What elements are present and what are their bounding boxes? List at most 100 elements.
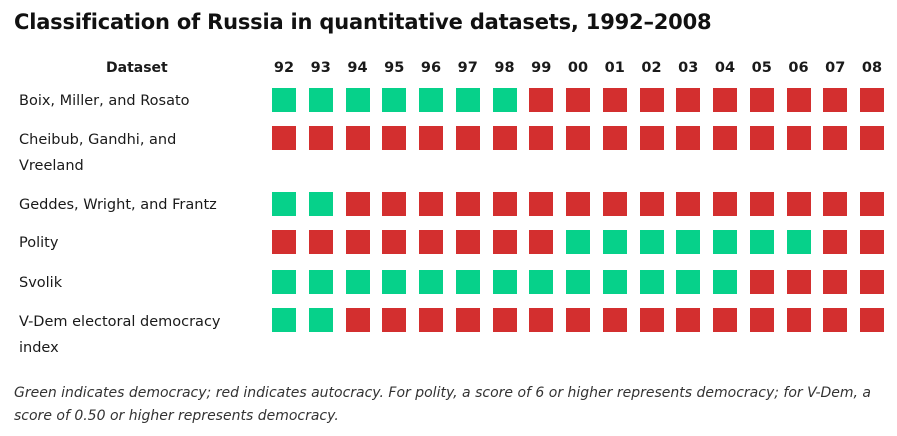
autocracy-cell — [860, 192, 884, 216]
dataset-column-header: Dataset — [106, 60, 168, 76]
autocracy-cell — [860, 88, 884, 112]
autocracy-cell — [272, 230, 296, 254]
autocracy-cell — [382, 192, 407, 216]
year-header: 06 — [788, 60, 809, 76]
democracy-cell — [272, 270, 296, 294]
autocracy-cell — [455, 308, 480, 332]
autocracy-cell — [382, 126, 407, 150]
chart-title: Classification of Russia in quantitative… — [14, 10, 712, 34]
autocracy-cell — [860, 126, 884, 150]
dataset-label: Svolik — [19, 275, 63, 291]
autocracy-cell — [786, 126, 811, 150]
democracy-cell — [382, 88, 407, 112]
year-header: 02 — [641, 60, 662, 76]
democracy-cell — [602, 230, 627, 254]
democracy-cell — [492, 270, 517, 294]
year-header: 08 — [861, 60, 883, 76]
autocracy-cell — [786, 270, 811, 294]
autocracy-cell — [529, 308, 554, 332]
autocracy-cell — [382, 230, 407, 254]
autocracy-cell — [455, 230, 480, 254]
autocracy-cell — [823, 192, 848, 216]
autocracy-cell — [492, 230, 517, 254]
autocracy-cell — [382, 308, 407, 332]
autocracy-cell — [713, 88, 737, 112]
autocracy-cell — [345, 192, 370, 216]
autocracy-cell — [455, 192, 480, 216]
year-header: 03 — [678, 60, 699, 76]
year-header: 04 — [714, 60, 736, 76]
autocracy-cell — [676, 308, 701, 332]
autocracy-cell — [823, 308, 848, 332]
dataset-label: Cheibub, Gandhi, and Vreeland — [19, 132, 177, 174]
autocracy-cell — [676, 88, 701, 112]
democracy-cell — [676, 230, 701, 254]
year-header: 00 — [567, 60, 589, 76]
dataset-label: V-Dem electoral democracy index — [19, 314, 221, 356]
autocracy-cell — [639, 192, 664, 216]
autocracy-cell — [566, 308, 590, 332]
autocracy-cell — [639, 126, 664, 150]
autocracy-cell — [455, 126, 480, 150]
autocracy-cell — [713, 192, 737, 216]
autocracy-cell — [639, 88, 664, 112]
democracy-cell — [639, 230, 664, 254]
year-header: 99 — [531, 60, 552, 76]
democracy-cell — [713, 270, 737, 294]
democracy-cell — [419, 270, 443, 294]
autocracy-cell — [602, 308, 627, 332]
autocracy-cell — [602, 192, 627, 216]
autocracy-cell — [823, 230, 848, 254]
democracy-cell — [455, 88, 480, 112]
democracy-cell — [566, 270, 590, 294]
autocracy-cell — [786, 308, 811, 332]
autocracy-cell — [713, 308, 737, 332]
autocracy-cell — [639, 308, 664, 332]
year-header: 93 — [310, 60, 331, 76]
democracy-cell — [749, 230, 774, 254]
autocracy-cell — [419, 308, 443, 332]
democracy-cell — [345, 270, 370, 294]
autocracy-cell — [860, 308, 884, 332]
autocracy-cell — [308, 126, 333, 150]
autocracy-cell — [345, 230, 370, 254]
autocracy-cell — [823, 88, 848, 112]
classification-grid: Dataset 92 93 94 95 96 97 98 99 00 01 02 03 04 05 06 07… — [19, 60, 884, 356]
autocracy-cell — [492, 126, 517, 150]
year-header: 01 — [604, 60, 625, 76]
autocracy-cell — [823, 126, 848, 150]
democracy-cell — [566, 230, 590, 254]
autocracy-cell — [419, 192, 443, 216]
democracy-cell — [529, 270, 554, 294]
dataset-label: Polity — [19, 235, 59, 251]
autocracy-cell — [566, 88, 590, 112]
year-header: 94 — [347, 60, 368, 76]
democracy-cell — [676, 270, 701, 294]
democracy-cell — [786, 230, 811, 254]
autocracy-cell — [786, 192, 811, 216]
democracy-cell — [272, 308, 296, 332]
democracy-cell — [419, 88, 443, 112]
footnote: Green indicates democracy; red indicates… — [14, 385, 872, 424]
autocracy-cell — [492, 308, 517, 332]
autocracy-cell — [272, 126, 296, 150]
autocracy-cell — [308, 230, 333, 254]
autocracy-cell — [419, 126, 443, 150]
autocracy-cell — [860, 230, 884, 254]
democracy-cell — [272, 192, 296, 216]
autocracy-cell — [786, 88, 811, 112]
autocracy-cell — [749, 270, 774, 294]
year-header: 07 — [825, 60, 846, 76]
democracy-cell — [455, 270, 480, 294]
autocracy-cell — [529, 230, 554, 254]
autocracy-cell — [492, 192, 517, 216]
year-header: 05 — [751, 60, 772, 76]
democracy-cell — [308, 88, 333, 112]
autocracy-cell — [345, 308, 370, 332]
year-header: 98 — [494, 60, 515, 76]
autocracy-cell — [602, 88, 627, 112]
democracy-cell — [308, 192, 333, 216]
autocracy-cell — [749, 192, 774, 216]
year-header: 97 — [457, 60, 478, 76]
democracy-cell — [382, 270, 407, 294]
